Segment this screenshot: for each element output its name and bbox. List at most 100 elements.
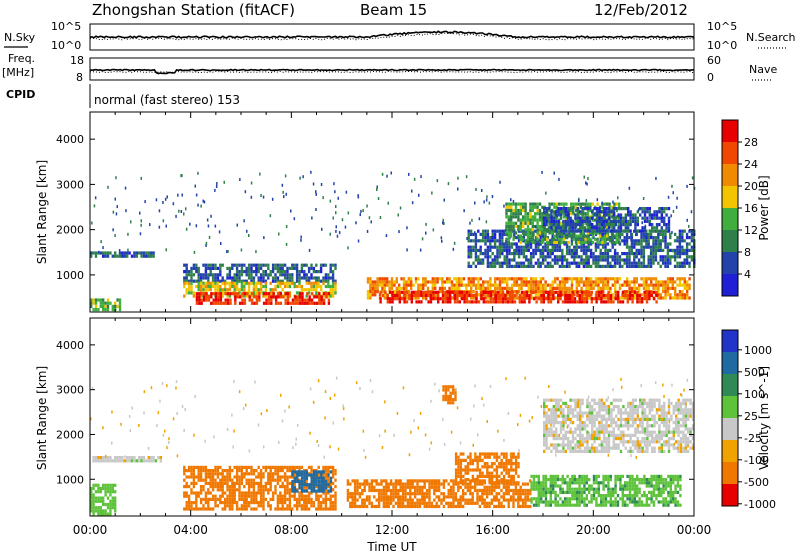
region-3-cell	[334, 284, 337, 289]
region-4-cell	[471, 501, 474, 505]
region-6-cell	[583, 300, 586, 304]
region-7-cell	[621, 239, 624, 243]
region-4-cell	[517, 488, 520, 493]
region-7-cell	[573, 245, 576, 249]
region-7-cell	[573, 258, 576, 262]
region-2-cell	[259, 266, 263, 270]
region-2-cell	[331, 504, 335, 508]
region-6-cell	[458, 290, 461, 294]
region-4-cell	[289, 301, 292, 305]
region-4-cell	[265, 292, 268, 296]
region-1-cell	[104, 512, 107, 516]
region-6-cell	[509, 293, 512, 298]
scatter-point	[583, 175, 585, 179]
region-2-cell	[221, 478, 224, 482]
region-7-cell	[498, 252, 502, 256]
region-7-cell	[513, 232, 516, 236]
region-4-cell	[243, 292, 247, 296]
region-7-cell	[609, 261, 612, 265]
region-7-cell	[577, 261, 581, 265]
region-2-cell	[207, 279, 210, 283]
region-8-cell	[560, 240, 563, 245]
region-4-cell	[373, 485, 376, 489]
region-2-cell	[228, 501, 232, 505]
region-4-cell	[294, 298, 297, 302]
region-9-cell	[624, 216, 627, 220]
region-7-cell	[467, 232, 470, 236]
region-8-cell	[615, 240, 618, 245]
region-7-cell	[580, 245, 583, 249]
region-4-cell	[471, 495, 474, 499]
scatter-point	[263, 236, 265, 240]
region-8-cell	[562, 202, 566, 206]
region-7-cell	[527, 245, 530, 249]
region-2-cell	[262, 465, 265, 469]
region-2-cell	[255, 507, 258, 511]
region-3-cell	[187, 281, 191, 285]
region-4-cell	[370, 479, 374, 483]
region-5-cell	[676, 293, 679, 297]
region-4-cell	[483, 501, 486, 505]
region-7-cell	[551, 245, 554, 249]
region-2-cell	[190, 465, 193, 469]
region-9-cell	[564, 210, 567, 214]
region-2-cell	[331, 270, 335, 274]
region-2-cell	[228, 494, 232, 498]
region-5-cell	[400, 286, 403, 290]
scatter-point	[282, 190, 284, 194]
region-3-cell	[288, 284, 292, 289]
region-8-cell	[510, 215, 513, 219]
region-7-cell	[529, 261, 533, 265]
region-9-cell	[643, 229, 647, 233]
region-9-cell	[564, 213, 567, 217]
region-2-cell	[235, 270, 239, 274]
region-4-cell	[512, 501, 515, 505]
region-8-cell	[553, 212, 556, 216]
region-7-cell	[534, 239, 538, 243]
region-2-cell	[192, 469, 196, 473]
region-5-cell	[592, 283, 595, 287]
region-4-cell	[291, 298, 295, 302]
region-2-cell	[327, 491, 330, 495]
region-4-cell	[517, 504, 520, 509]
region-6-cell	[549, 290, 553, 294]
region-9-cell	[559, 216, 563, 220]
region-2-cell	[240, 497, 244, 501]
region-7-cell	[649, 245, 653, 249]
region-6-cell	[453, 293, 457, 298]
region-3-cell	[247, 291, 251, 295]
region-6-cell	[415, 293, 418, 298]
region-9-cell	[636, 210, 639, 214]
region-2-cell	[250, 465, 253, 469]
region-7-cell	[522, 252, 526, 256]
region-2-cell	[267, 488, 270, 492]
region-1-cell	[104, 509, 107, 513]
region-2-cell	[264, 263, 268, 267]
region-8-cell	[601, 237, 604, 241]
region-9-cell	[588, 229, 591, 233]
region-7-cell	[549, 229, 552, 233]
region-4-cell	[490, 488, 494, 493]
region-9-cell	[648, 210, 651, 214]
region-7-cell	[601, 255, 605, 259]
region-1-cell	[118, 298, 122, 302]
region-8-cell	[519, 224, 522, 229]
region-5-cell	[614, 283, 617, 287]
region-2-cell	[238, 481, 241, 485]
region-3-cell	[238, 291, 241, 295]
region-7-cell	[534, 248, 538, 252]
region-3-cell	[303, 483, 306, 487]
region-7-cell	[611, 264, 614, 268]
region-3-cell	[262, 284, 265, 289]
region-4-cell	[500, 495, 503, 499]
region-2-cell	[259, 475, 263, 479]
region-2-cell	[192, 279, 196, 283]
region-6-cell	[446, 300, 449, 304]
region-2-cell	[281, 465, 284, 469]
region-7-cell	[486, 232, 490, 236]
region-3-cell	[274, 284, 277, 289]
region-4-cell	[445, 495, 448, 499]
region-1-cell	[118, 308, 122, 312]
region-5-cell	[561, 280, 564, 284]
region-8-cell	[574, 240, 578, 245]
